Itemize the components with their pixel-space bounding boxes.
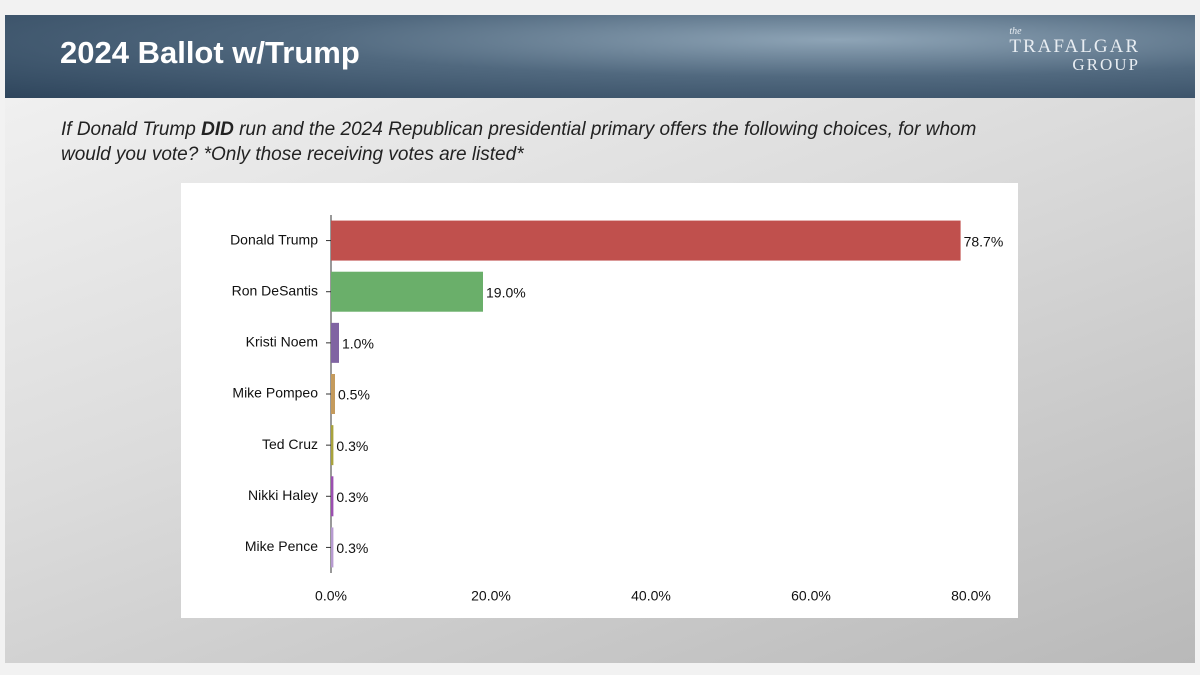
bar (331, 271, 483, 312)
y-tick-label: Kristi Noem (246, 334, 318, 350)
y-tick-label: Ron DeSantis (232, 282, 318, 298)
bar (331, 220, 961, 261)
y-tick-label: Mike Pompeo (232, 385, 318, 401)
x-tick-label: 80.0% (951, 588, 991, 604)
bar (331, 374, 335, 414)
value-label: 0.5% (338, 387, 370, 403)
x-tick-label: 60.0% (791, 588, 831, 604)
x-tick-label: 40.0% (631, 588, 671, 604)
chart-panel: 0.0% 20.0% 40.0% 60.0% 80.0% Donald Trump 78.7… (181, 183, 1018, 618)
header: 2024 Ballot w/Trump the TRAFALGAR GROUP (5, 15, 1195, 98)
subtitle: If Donald Trump DID run and the 2024 Rep… (61, 117, 1011, 167)
chart: 0.0% 20.0% 40.0% 60.0% 80.0% Donald Trump 78.7… (230, 215, 1004, 604)
value-label: 0.3% (336, 489, 368, 505)
logo-sub: GROUP (1072, 55, 1140, 74)
value-label: 78.7% (964, 233, 1004, 249)
bar (331, 425, 334, 466)
logo: the TRAFALGAR GROUP (1009, 26, 1140, 74)
x-tick-label: 20.0% (471, 588, 511, 604)
y-tick-label: Mike Pence (245, 538, 318, 554)
logo-small: the (1009, 26, 1022, 37)
x-tick-label: 0.0% (315, 588, 347, 604)
subtitle-part: If Donald Trump (61, 119, 202, 140)
value-label: 1.0% (342, 336, 374, 352)
y-tick-label: Ted Cruz (262, 436, 318, 452)
bar (331, 527, 334, 568)
value-label: 0.3% (336, 438, 368, 454)
chart-title: 2024 Ballot w/Trump (60, 35, 360, 70)
y-tick-label: Donald Trump (230, 231, 318, 247)
bar (331, 322, 339, 363)
y-tick-label: Nikki Haley (248, 487, 318, 503)
subtitle-emphasis: DID (201, 119, 234, 140)
value-label: 0.3% (336, 540, 368, 556)
logo-name: TRAFALGAR (1009, 36, 1140, 57)
value-label: 19.0% (486, 284, 526, 300)
bar (331, 476, 334, 517)
subtitle-part: run and the 2024 Republican presidential… (61, 119, 977, 165)
slide: 2024 Ballot w/Trump the TRAFALGAR GROUP … (5, 15, 1195, 663)
